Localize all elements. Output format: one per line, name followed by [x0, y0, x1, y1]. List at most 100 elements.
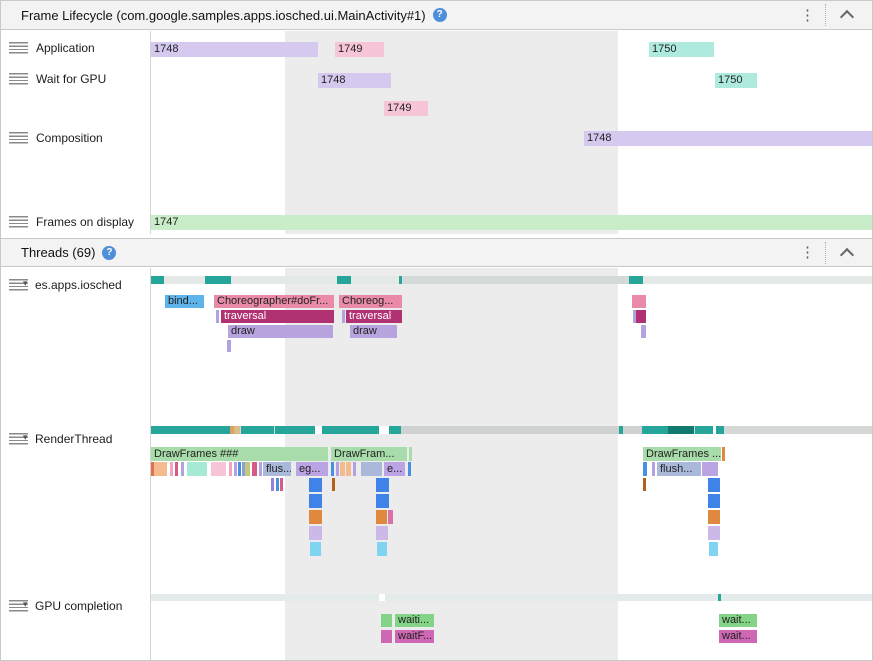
trace-event-bar[interactable]: [309, 526, 322, 540]
trace-event-bar[interactable]: [643, 462, 647, 476]
trace-event-bar[interactable]: waiti...: [395, 614, 434, 627]
track-collapse-icon[interactable]: ▾: [23, 599, 28, 609]
trace-event-bar[interactable]: [361, 462, 382, 476]
trace-event-bar[interactable]: Choreog...: [339, 295, 402, 308]
trace-event-bar[interactable]: [309, 510, 322, 524]
trace-event-bar[interactable]: [636, 310, 646, 323]
trace-event-bar[interactable]: [276, 478, 279, 491]
collapse-chevron-icon[interactable]: [839, 247, 855, 262]
more-options-icon[interactable]: ⋮: [800, 244, 815, 261]
trace-event-bar[interactable]: [309, 494, 322, 508]
trace-event-bar[interactable]: eg...: [296, 462, 328, 476]
trace-event-bar[interactable]: [388, 510, 393, 524]
trace-event-bar[interactable]: [245, 462, 250, 476]
trace-event-bar[interactable]: [376, 510, 387, 524]
trace-event-bar[interactable]: [708, 494, 720, 508]
trace-event-bar[interactable]: [381, 630, 392, 643]
trace-event-bar[interactable]: [332, 478, 335, 491]
trace-event-bar[interactable]: [229, 462, 232, 476]
trace-event-bar[interactable]: [633, 310, 636, 323]
trace-event-bar[interactable]: [242, 462, 245, 476]
trace-event-bar[interactable]: [702, 462, 718, 476]
trace-event-bar[interactable]: [353, 462, 356, 476]
trace-event-bar[interactable]: [227, 340, 231, 352]
trace-event-bar[interactable]: [331, 462, 334, 476]
trace-event-bar[interactable]: [722, 447, 725, 461]
trace-event-bar[interactable]: traversal: [346, 310, 402, 323]
drag-handle-icon[interactable]: [9, 433, 28, 445]
trace-event-bar[interactable]: [259, 462, 262, 476]
trace-event-bar[interactable]: [211, 462, 226, 476]
trace-event-bar[interactable]: [346, 462, 351, 476]
more-options-icon[interactable]: ⋮: [800, 6, 815, 24]
trace-event-bar[interactable]: e...: [384, 462, 405, 476]
collapse-chevron-icon[interactable]: [839, 9, 855, 25]
thread-activity-minibar[interactable]: [151, 426, 872, 434]
trace-event-bar[interactable]: [175, 462, 178, 476]
trace-event-bar[interactable]: [708, 526, 720, 540]
drag-handle-icon[interactable]: [9, 600, 28, 612]
trace-event-bar[interactable]: [280, 478, 283, 491]
track-collapse-icon[interactable]: ▾: [23, 432, 28, 442]
help-icon[interactable]: ?: [432, 8, 447, 22]
trace-event-bar[interactable]: [252, 462, 257, 476]
trace-event-bar[interactable]: [643, 478, 646, 491]
trace-event-bar[interactable]: [408, 462, 411, 476]
drag-handle-icon[interactable]: [9, 132, 28, 144]
trace-event-bar[interactable]: draw: [228, 325, 333, 338]
trace-event-bar[interactable]: [376, 494, 389, 508]
trace-event-bar[interactable]: [632, 295, 646, 308]
frame-bar[interactable]: 1748: [318, 73, 391, 88]
frame-bar[interactable]: 1749: [384, 101, 428, 116]
trace-event-bar[interactable]: [652, 462, 655, 476]
trace-event-bar[interactable]: bind...: [165, 295, 204, 308]
thread-activity-minibar[interactable]: [151, 594, 872, 601]
selection-range-band[interactable]: [285, 268, 618, 660]
trace-event-bar[interactable]: [238, 462, 241, 476]
trace-event-bar[interactable]: [340, 462, 345, 476]
frame-bar[interactable]: 1747: [151, 215, 872, 230]
trace-event-bar[interactable]: [234, 462, 237, 476]
trace-event-bar[interactable]: [376, 478, 389, 492]
trace-event-bar[interactable]: [271, 478, 274, 491]
trace-event-bar[interactable]: [377, 542, 387, 556]
trace-event-bar[interactable]: wait...: [719, 630, 757, 643]
trace-event-bar[interactable]: flush...: [657, 462, 701, 476]
trace-event-bar[interactable]: [151, 462, 154, 476]
frame-bar[interactable]: 1748: [151, 42, 318, 57]
drag-handle-icon[interactable]: [9, 216, 28, 228]
trace-event-bar[interactable]: [376, 526, 388, 540]
trace-event-bar[interactable]: [708, 510, 720, 524]
trace-event-bar[interactable]: [709, 542, 718, 556]
trace-event-bar[interactable]: wait...: [719, 614, 757, 627]
drag-handle-icon[interactable]: [9, 279, 28, 291]
trace-event-bar[interactable]: [181, 462, 184, 476]
selection-range-band[interactable]: [285, 31, 618, 234]
frame-bar[interactable]: 1750: [715, 73, 757, 88]
trace-event-bar[interactable]: Choreographer#doFr...: [214, 295, 334, 308]
trace-event-bar[interactable]: traversal: [221, 310, 334, 323]
trace-event-bar[interactable]: [342, 310, 345, 323]
trace-event-bar[interactable]: draw: [350, 325, 397, 338]
frame-bar[interactable]: 1749: [335, 42, 384, 57]
trace-event-bar[interactable]: [310, 542, 321, 556]
trace-event-bar[interactable]: [170, 462, 173, 476]
trace-event-bar[interactable]: [708, 478, 720, 492]
trace-event-bar[interactable]: [641, 325, 646, 338]
trace-event-bar[interactable]: DrawFrames ...: [643, 447, 721, 461]
drag-handle-icon[interactable]: [9, 42, 28, 54]
trace-event-bar[interactable]: waitF...: [395, 630, 434, 643]
help-icon[interactable]: ?: [102, 245, 117, 260]
track-collapse-icon[interactable]: ▾: [23, 278, 28, 288]
trace-event-bar[interactable]: [216, 310, 219, 323]
trace-event-bar[interactable]: [381, 614, 392, 627]
trace-event-bar[interactable]: [154, 462, 167, 476]
drag-handle-icon[interactable]: [9, 73, 28, 85]
frame-bar[interactable]: 1750: [649, 42, 714, 57]
trace-event-bar[interactable]: DrawFrames ###: [151, 447, 328, 461]
trace-event-bar[interactable]: [336, 462, 339, 476]
trace-event-bar[interactable]: [187, 462, 207, 476]
trace-event-bar[interactable]: flus...: [263, 462, 291, 476]
frame-bar[interactable]: 1748: [584, 131, 872, 146]
thread-activity-minibar[interactable]: [151, 276, 872, 284]
